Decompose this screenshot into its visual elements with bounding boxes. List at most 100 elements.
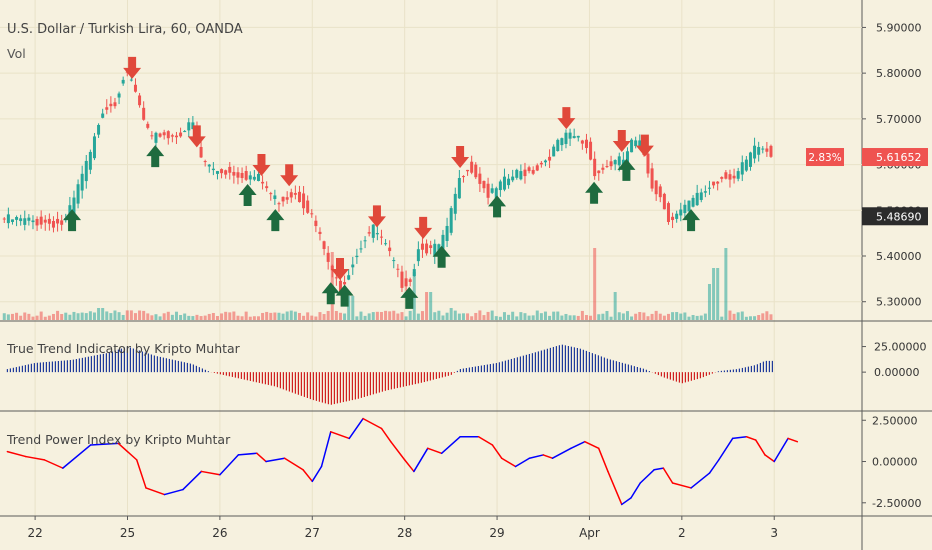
candle-body xyxy=(625,151,629,164)
candle-body xyxy=(634,140,638,147)
candle-body xyxy=(326,252,330,262)
volume-bar xyxy=(105,311,109,320)
volume-bar xyxy=(654,310,658,320)
candle-body xyxy=(429,245,433,249)
trend-line-segment xyxy=(200,470,221,476)
sell-arrow-shape xyxy=(280,164,299,187)
candle-body xyxy=(584,139,588,148)
volume-bar xyxy=(519,312,523,320)
candle-body xyxy=(375,233,379,235)
trend-line-segment xyxy=(690,472,711,489)
candle-body xyxy=(568,132,572,139)
volume-bar xyxy=(486,311,490,320)
candle-body xyxy=(724,172,728,179)
volume-bar xyxy=(527,315,531,320)
trend-line-segment xyxy=(380,427,392,443)
volume-bar xyxy=(466,313,470,320)
candle-body xyxy=(15,216,19,220)
candle-body xyxy=(490,188,494,193)
trend-line-segment xyxy=(283,457,304,471)
x-tick-label: 27 xyxy=(305,526,320,540)
candle-body xyxy=(638,140,642,149)
candle-body xyxy=(228,166,232,173)
volume-bar xyxy=(716,268,720,320)
volume-bar xyxy=(437,310,441,320)
candle-body xyxy=(527,167,531,172)
candle-body xyxy=(441,234,445,249)
buy-arrow-shape xyxy=(63,209,82,232)
candle-body xyxy=(76,184,80,204)
indicator-title: True Trend Indicator by Kripto Muhtar xyxy=(6,341,241,356)
volume-bar xyxy=(355,316,359,320)
buy-signal-arrow xyxy=(238,184,257,206)
volume-bar xyxy=(400,312,404,320)
volume-bar xyxy=(293,311,297,320)
volume-bar xyxy=(220,313,224,320)
volume-bar xyxy=(384,310,388,320)
candle-body xyxy=(166,131,170,139)
trend-line-segment xyxy=(528,454,545,459)
x-tick-label: 28 xyxy=(397,526,412,540)
trend-line-segment xyxy=(62,444,92,469)
change-badge xyxy=(806,148,844,167)
trend-line-segment xyxy=(551,447,572,459)
candle-body xyxy=(174,135,178,138)
volume-bar xyxy=(236,315,240,320)
candle-body xyxy=(765,148,769,152)
volume-bar xyxy=(732,313,736,320)
candle-body xyxy=(47,218,51,224)
trend-line-segment xyxy=(718,437,734,461)
buy-arrow-shape xyxy=(238,184,257,206)
candle-body xyxy=(109,103,113,107)
candle-body xyxy=(297,191,301,203)
trend-line-segment xyxy=(708,459,720,474)
last-price-badge xyxy=(862,148,928,167)
volume-bar xyxy=(261,312,265,320)
candle-body xyxy=(720,177,724,179)
buy-signal-arrow xyxy=(400,286,419,309)
volume-bar xyxy=(207,313,211,320)
volume-bar xyxy=(539,313,543,320)
volume-bar xyxy=(281,313,285,320)
candle-body xyxy=(695,192,699,206)
volume-bar xyxy=(23,312,27,320)
volume-bar xyxy=(675,312,679,320)
candle-body xyxy=(617,156,621,166)
x-tick-label: Apr xyxy=(579,526,600,540)
volume-bar xyxy=(256,316,260,320)
candle-body xyxy=(392,260,396,262)
volume-bar xyxy=(502,312,506,320)
candle-body xyxy=(548,156,552,161)
volume-bar xyxy=(97,308,101,320)
volume-bar xyxy=(248,316,252,320)
candle-body xyxy=(203,161,207,163)
buy-arrow-shape xyxy=(400,286,419,309)
candle-body xyxy=(425,243,429,254)
volume-bar xyxy=(490,310,494,320)
volume-bar xyxy=(720,316,724,320)
trend-line-segment xyxy=(348,417,364,440)
volume-bar xyxy=(593,248,597,320)
volume-bar xyxy=(589,315,593,320)
volume-bar xyxy=(318,312,322,320)
trend-line-segment xyxy=(477,436,494,446)
trend-line-segment xyxy=(163,488,184,496)
volume-bar xyxy=(584,315,588,320)
candle-body xyxy=(43,219,47,223)
volume-bar xyxy=(453,310,457,320)
volume-bar xyxy=(10,313,14,320)
trend-line-segment xyxy=(639,469,655,484)
candle-body xyxy=(707,187,711,189)
volume-label: Vol xyxy=(7,46,26,61)
trend-line-segment xyxy=(621,497,632,506)
candle-body xyxy=(486,183,490,198)
volume-bar xyxy=(297,312,301,320)
volume-bar xyxy=(302,315,306,320)
candle-body xyxy=(384,243,388,245)
candle-body xyxy=(757,146,761,155)
buy-arrow-shape xyxy=(488,195,507,218)
candle-body xyxy=(56,218,60,224)
candle-body xyxy=(265,186,269,189)
volume-bar xyxy=(80,312,84,320)
